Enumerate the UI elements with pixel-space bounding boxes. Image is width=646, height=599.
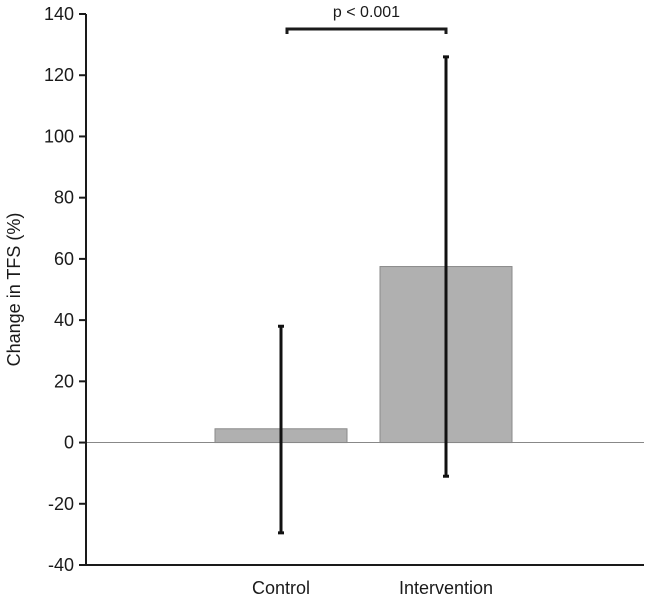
x-category-label: Intervention — [399, 578, 493, 598]
error-bars — [278, 55, 449, 535]
y-tick-label: 140 — [44, 4, 74, 24]
y-tick-label: 60 — [54, 249, 74, 269]
bars — [214, 266, 513, 444]
x-axis-labels: Control Intervention — [252, 578, 493, 598]
y-tick-label: 100 — [44, 126, 74, 146]
x-category-label: Control — [252, 578, 310, 598]
y-tick-label: 0 — [64, 433, 74, 453]
bracket-line — [285, 27, 448, 34]
y-axis-title: Change in TFS (%) — [4, 213, 24, 367]
y-tick-label: -40 — [48, 555, 74, 575]
significance-bracket: p < 0.001 — [285, 4, 448, 34]
y-tick-label: 120 — [44, 65, 74, 85]
p-value-label: p < 0.001 — [333, 4, 400, 21]
y-tick-label: 20 — [54, 371, 74, 391]
y-tick-label: 40 — [54, 310, 74, 330]
y-tick-label: 80 — [54, 188, 74, 208]
y-tick-label: -20 — [48, 494, 74, 514]
y-axis-ticks: 140 120 100 80 60 40 20 0 -20 -40 — [44, 4, 86, 575]
